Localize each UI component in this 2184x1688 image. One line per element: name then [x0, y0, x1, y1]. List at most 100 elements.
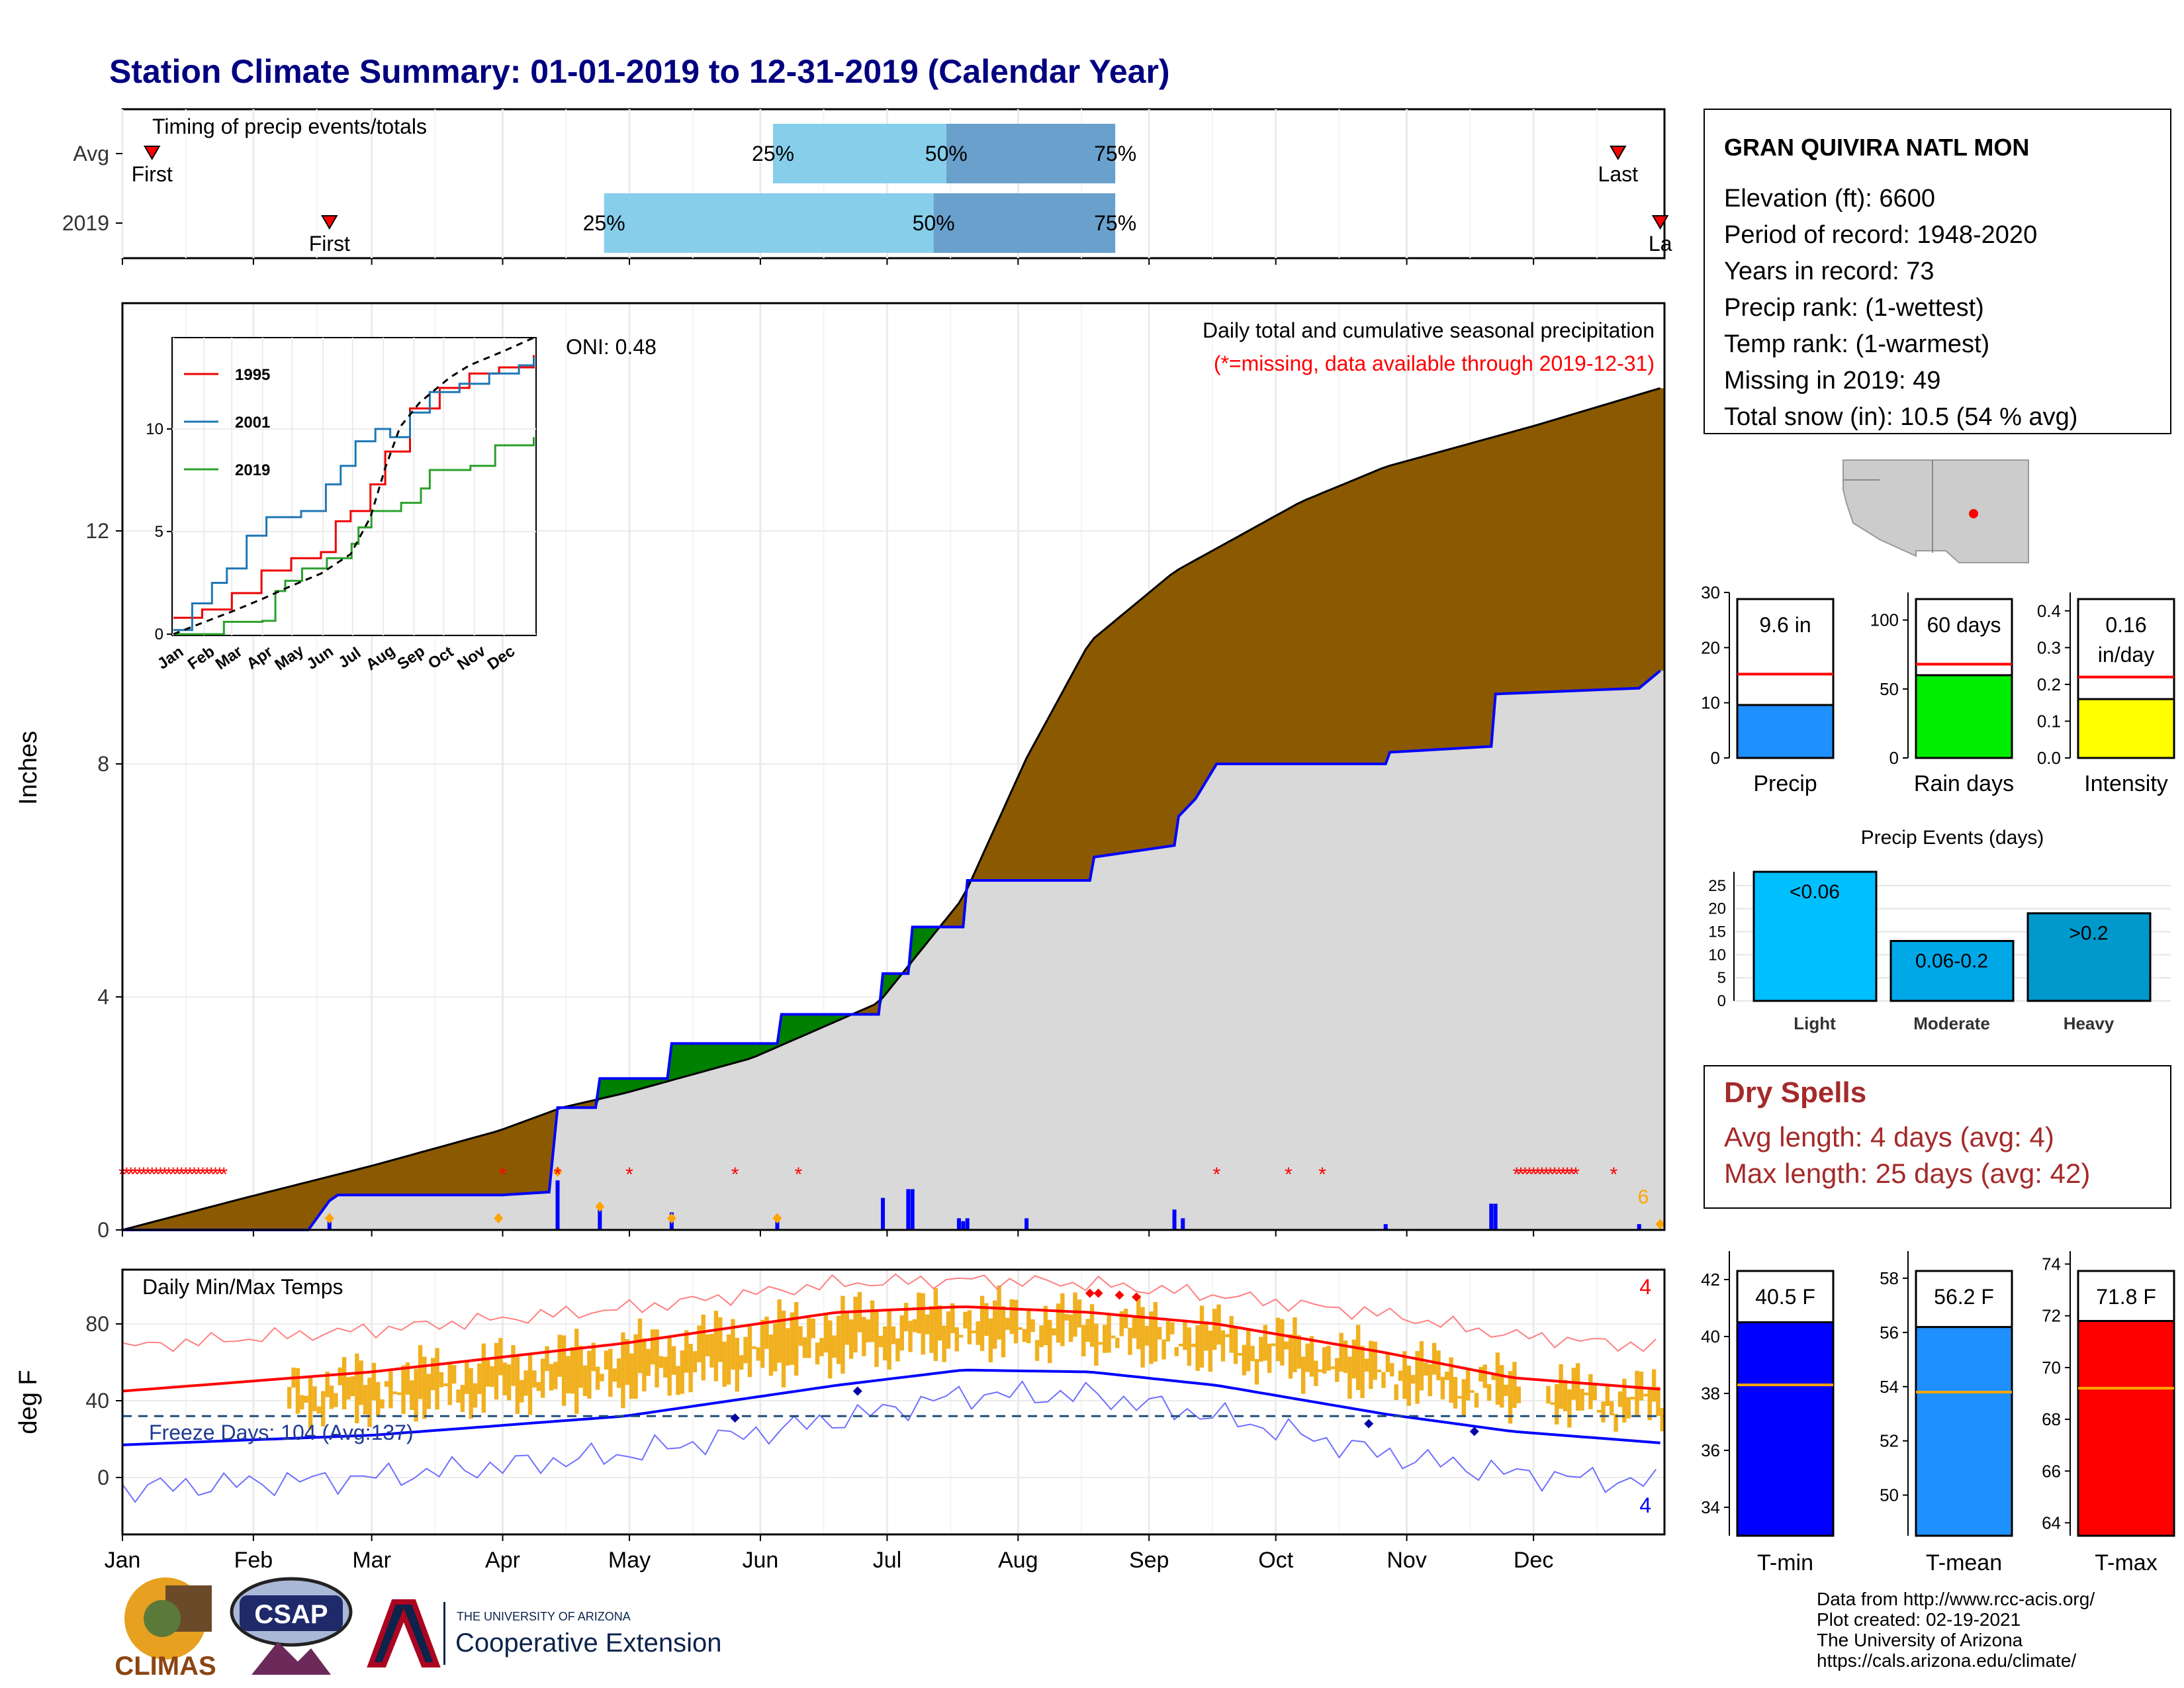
station-temp-rank: Temp rank: (1-warmest) — [1724, 330, 1989, 358]
daily-temp-bar — [1440, 1376, 1445, 1400]
missing-day-marker: * — [731, 1164, 739, 1186]
temp-summary-y-label: 64 — [2042, 1513, 2061, 1532]
daily-temp-bar — [1250, 1346, 1255, 1362]
events-y-label: 5 — [1717, 969, 1726, 987]
daily-temp-bar — [1339, 1333, 1343, 1372]
daily-temp-bar — [532, 1370, 537, 1388]
daily-temp-bar — [1081, 1325, 1086, 1357]
summary-y-label: 0.0 — [2037, 748, 2061, 768]
daily-temp-bar — [1293, 1317, 1297, 1372]
daily-temp-bar — [1089, 1304, 1095, 1347]
daily-temp-bar — [1259, 1336, 1263, 1362]
temp-summary-value-bar — [1736, 1321, 1835, 1537]
daily-temp-bar — [1098, 1342, 1103, 1345]
daily-temp-bar — [295, 1368, 300, 1414]
events-bar-label: >0.2 — [2069, 923, 2108, 945]
daily-temp-bar — [862, 1317, 866, 1356]
missing-day-marker: * — [157, 1164, 165, 1186]
inset-y-label: 10 — [146, 420, 163, 438]
temp-summary-label: 40.5 F — [1755, 1285, 1815, 1309]
daily-temp-bar — [811, 1318, 815, 1338]
daily-temp-bar — [1233, 1327, 1238, 1364]
missing-markers: ************************* * * * * * * * * *******… — [118, 1164, 1617, 1186]
daily-temp-bar — [726, 1334, 731, 1385]
first-event-label: First — [132, 162, 173, 186]
climas-emblem-center — [144, 1600, 181, 1637]
summary-bar-name: Precip — [1753, 771, 1817, 796]
missing-day-marker: * — [1513, 1164, 1521, 1186]
daily-temp-bar — [1305, 1343, 1310, 1372]
daily-temp-bar — [1174, 1347, 1179, 1356]
daily-temp-bar — [570, 1346, 575, 1394]
events-category: Heavy — [2064, 1013, 2115, 1033]
map-region — [1843, 459, 2029, 563]
daily-temp-bar — [422, 1356, 427, 1419]
daily-temp-bar — [1111, 1335, 1116, 1338]
temp-summary-value-bar — [2077, 1320, 2175, 1537]
daily-temp-bar — [1500, 1365, 1504, 1408]
daily-temp-bar — [380, 1399, 385, 1409]
daily-temp-bar — [1381, 1372, 1386, 1388]
inset-series-line — [173, 336, 535, 635]
missing-day-marker: * — [1563, 1164, 1571, 1186]
month-label: Nov — [1387, 1548, 1426, 1573]
daily-temp-bar — [1605, 1385, 1610, 1407]
daily-temp-bar — [1610, 1401, 1614, 1416]
daily-temp-bar — [667, 1336, 672, 1396]
daily-temp-bar — [731, 1319, 735, 1370]
daily-temp-bar — [473, 1383, 478, 1408]
daily-temp-bar — [329, 1385, 334, 1409]
daily-temp-bar — [1242, 1344, 1247, 1376]
daily-temp-bar — [1068, 1314, 1073, 1342]
temp-summary-y-label: 36 — [1701, 1440, 1720, 1460]
daily-temp-bar — [1482, 1364, 1487, 1388]
daily-temp-bar — [1208, 1331, 1212, 1372]
temp-y-axis: 0 40 80 — [85, 1312, 122, 1489]
daily-temp-bar — [1424, 1362, 1428, 1376]
daily-temp-bar — [1596, 1410, 1602, 1413]
daily-temp-bar — [1263, 1325, 1267, 1361]
daily-temp-bar — [1563, 1380, 1568, 1412]
daily-temp-bar — [1280, 1319, 1285, 1366]
daily-temp-bar — [1140, 1307, 1145, 1368]
record-high-line — [122, 1273, 1657, 1352]
daily-precip-bar — [1181, 1218, 1185, 1230]
daily-temp-bar — [1614, 1414, 1618, 1432]
missing-note: (*=missing, data available through 2019-… — [1214, 352, 1655, 375]
daily-temp-bar — [1026, 1309, 1031, 1344]
daily-temp-bar — [1453, 1377, 1458, 1409]
station-snow: Total snow (in): 10.5 (54 % avg) — [1724, 403, 2077, 431]
temp-summary-y-label: 38 — [1701, 1383, 1720, 1403]
inset-legend-label: 1995 — [235, 366, 270, 384]
daily-temp-bar — [1419, 1341, 1424, 1391]
daily-temp-bar — [1322, 1347, 1327, 1374]
daily-temp-bar — [848, 1319, 854, 1359]
daily-temp-bar — [921, 1293, 925, 1355]
daily-temp-bar — [866, 1319, 870, 1342]
daily-temp-bar — [680, 1350, 685, 1394]
record-low-marker — [852, 1386, 862, 1396]
month-label: Jun — [743, 1548, 779, 1573]
temp-panel: 0 40 80 deg F Daily Min/Max Temps Freeze D… — [15, 1268, 1666, 1536]
daily-temp-bar — [1170, 1322, 1175, 1335]
daily-temp-bar — [308, 1376, 313, 1430]
daily-temp-bar — [1410, 1375, 1416, 1384]
daily-temp-bar — [752, 1346, 756, 1349]
avg-cumulative-line — [122, 387, 1661, 1231]
record-high-marker — [1132, 1292, 1142, 1302]
daily-temp-bar — [1428, 1364, 1432, 1397]
first-event-label: First — [309, 232, 350, 256]
daily-temp-bar — [1195, 1325, 1200, 1371]
footer-credits: Data from http://www.rcc-acis.org/ Plot … — [1817, 1589, 2095, 1671]
precip-ylabel: Inches — [15, 731, 42, 805]
daily-temp-bar — [1479, 1367, 1483, 1382]
csap-logo: CSAP — [230, 1577, 353, 1675]
daily-temp-bar — [828, 1320, 833, 1379]
snow-marker — [1655, 1219, 1665, 1230]
daily-temp-bar — [341, 1357, 347, 1410]
dry-spells-box: Dry Spells Avg length: 4 days (avg: 4) M… — [1704, 1065, 2171, 1209]
daily-temp-bar — [942, 1325, 946, 1362]
daily-temp-bar — [1330, 1366, 1336, 1370]
timing-row-label: Avg — [73, 142, 109, 165]
daily-temp-bar — [743, 1336, 748, 1364]
